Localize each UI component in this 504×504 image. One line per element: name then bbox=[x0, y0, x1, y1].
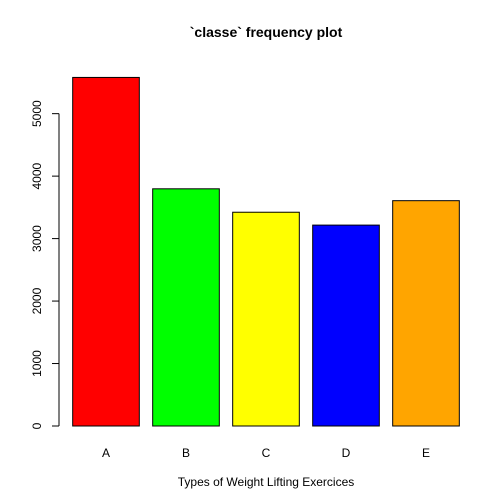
y-tick-label: 1000 bbox=[30, 350, 44, 377]
y-tick-label: 4000 bbox=[30, 162, 44, 189]
y-tick-label: 0 bbox=[30, 422, 44, 429]
y-tick-label: 3000 bbox=[30, 225, 44, 252]
bars-group bbox=[72, 76, 460, 427]
chart-title: `classe` frequency plot bbox=[190, 24, 343, 40]
x-axis-label: Types of Weight Lifting Exercices bbox=[178, 475, 355, 489]
x-tick-label-d: D bbox=[342, 446, 351, 460]
bar-d bbox=[312, 224, 380, 427]
x-tick-label-e: E bbox=[422, 446, 430, 460]
x-tick-label-c: C bbox=[262, 446, 271, 460]
bar-e bbox=[392, 200, 460, 427]
x-tick-label-b: B bbox=[182, 446, 190, 460]
y-tick-label: 2000 bbox=[30, 287, 44, 314]
x-tick-labels: A B C D E bbox=[102, 446, 430, 460]
x-tick-label-a: A bbox=[102, 446, 110, 460]
bar-c bbox=[232, 211, 300, 427]
bar-b bbox=[152, 188, 220, 427]
y-axis: 0 1000 2000 3000 4000 5000 bbox=[30, 100, 60, 429]
y-tick-label: 5000 bbox=[30, 100, 44, 127]
bar-a bbox=[72, 76, 140, 427]
